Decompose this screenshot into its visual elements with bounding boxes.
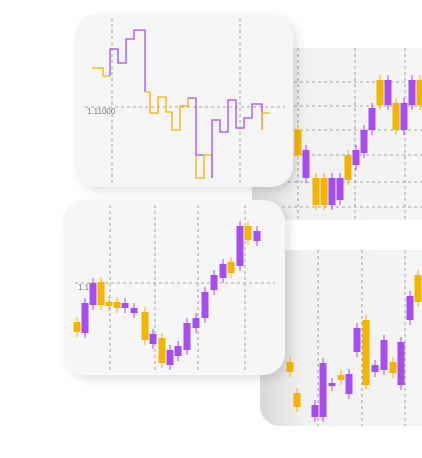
card-right-bottom bbox=[260, 250, 422, 426]
candle-body bbox=[380, 340, 388, 370]
candle-body bbox=[227, 262, 235, 273]
candle-body bbox=[121, 303, 129, 308]
axis-label: 1.11000 bbox=[87, 107, 116, 116]
step-line bbox=[211, 99, 263, 178]
candle-body bbox=[253, 231, 261, 241]
candle-body bbox=[312, 178, 320, 205]
candle-body bbox=[73, 322, 81, 332]
card-bg bbox=[260, 250, 422, 426]
step-line bbox=[92, 67, 110, 77]
candle-body bbox=[384, 80, 392, 105]
candle-body bbox=[141, 312, 149, 340]
candle-body bbox=[219, 264, 227, 278]
candle-body bbox=[389, 362, 397, 373]
candle-body bbox=[244, 226, 252, 240]
candle-body bbox=[158, 338, 166, 363]
card-left-top: 1.11000 bbox=[75, 14, 293, 187]
candle-body bbox=[328, 178, 336, 205]
card-bg bbox=[75, 14, 293, 187]
card-bg bbox=[63, 200, 285, 375]
candle-body bbox=[344, 155, 352, 180]
candle-body bbox=[368, 108, 376, 130]
candle-body bbox=[353, 328, 361, 352]
candle-body bbox=[81, 303, 89, 333]
candle-body bbox=[320, 178, 328, 205]
step-line bbox=[261, 112, 270, 130]
card-left-middle: 1.1 bbox=[63, 200, 285, 375]
candle-body bbox=[293, 393, 301, 407]
candle-body bbox=[149, 334, 157, 344]
candle-body bbox=[174, 346, 182, 356]
candle-body bbox=[376, 80, 384, 105]
step-line bbox=[109, 29, 146, 92]
candle-body bbox=[311, 405, 319, 417]
candle-body bbox=[286, 362, 294, 372]
candle-body bbox=[337, 375, 345, 380]
candle-body bbox=[392, 103, 400, 130]
candle-body bbox=[166, 350, 174, 365]
candle-body bbox=[192, 318, 200, 328]
candle-body bbox=[362, 320, 370, 385]
candle-body bbox=[302, 150, 310, 178]
candle-body bbox=[352, 150, 360, 165]
candle-body bbox=[408, 80, 416, 105]
candle-body bbox=[400, 103, 408, 130]
candle-body bbox=[336, 178, 344, 200]
card-right-top bbox=[252, 48, 422, 220]
candle-body bbox=[414, 275, 422, 302]
candle-body bbox=[328, 383, 336, 386]
candle-body bbox=[97, 282, 105, 305]
candle-body bbox=[89, 283, 97, 305]
candle-body bbox=[416, 80, 422, 105]
candle-body bbox=[406, 296, 414, 320]
axis-label: 1.1 bbox=[78, 283, 90, 292]
candle-body bbox=[294, 130, 302, 155]
candle-body bbox=[360, 130, 368, 153]
candle-body bbox=[201, 292, 209, 318]
step-line bbox=[145, 91, 189, 131]
candle-body bbox=[113, 302, 121, 308]
candle-body bbox=[397, 342, 405, 385]
candle-body bbox=[236, 226, 244, 266]
step-line bbox=[188, 97, 204, 156]
candle-body bbox=[371, 365, 379, 372]
candle-body bbox=[130, 308, 138, 313]
candle-body bbox=[105, 302, 113, 306]
candle-body bbox=[319, 363, 327, 417]
candle-body bbox=[210, 275, 218, 290]
candle-body bbox=[183, 323, 191, 350]
candle-body bbox=[345, 374, 353, 394]
